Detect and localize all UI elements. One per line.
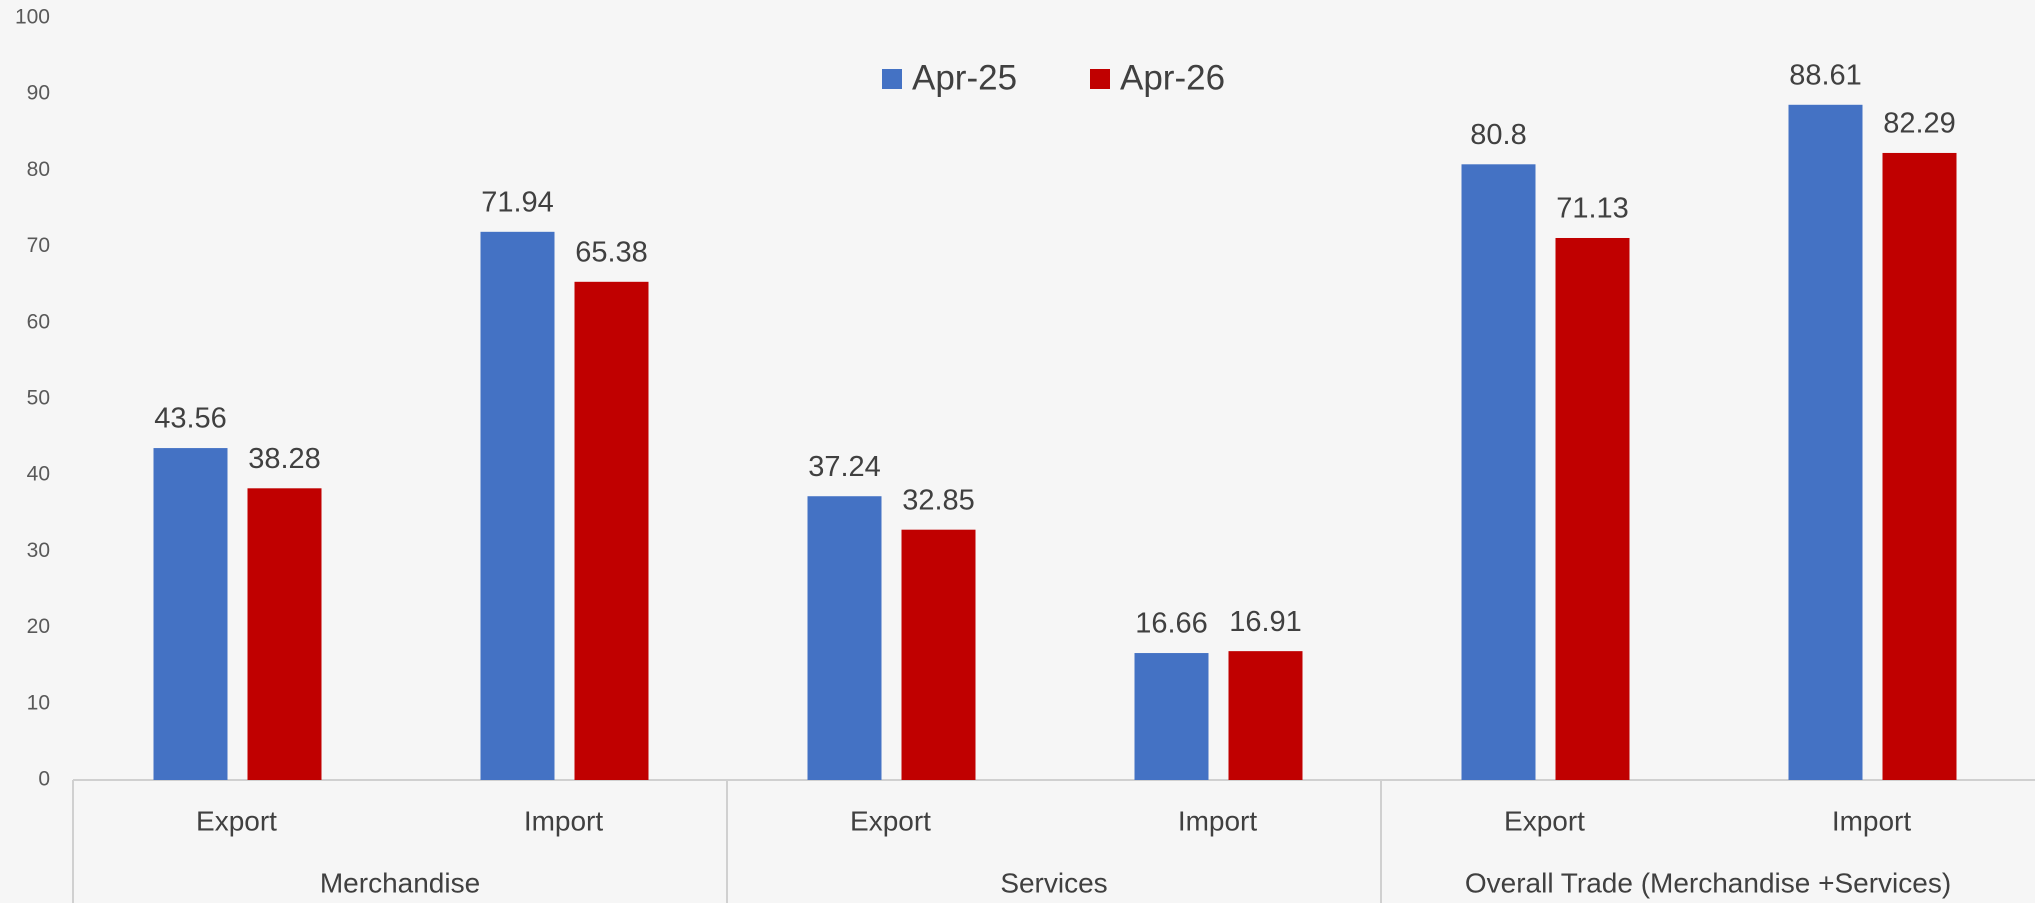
legend-swatch bbox=[882, 69, 902, 89]
y-tick-label: 50 bbox=[27, 387, 50, 410]
bar bbox=[807, 496, 882, 780]
data-label: 65.38 bbox=[575, 236, 648, 268]
legend-label: Apr-26 bbox=[1120, 58, 1225, 97]
y-tick-label: 90 bbox=[27, 82, 50, 105]
y-tick-label: 30 bbox=[27, 539, 50, 562]
bar bbox=[1882, 152, 1957, 780]
data-label: 88.61 bbox=[1789, 59, 1862, 91]
data-label: 38.28 bbox=[248, 443, 321, 475]
y-tick-label: 20 bbox=[27, 615, 50, 638]
bar bbox=[901, 529, 976, 780]
data-label: 32.85 bbox=[902, 484, 975, 516]
data-label: 16.66 bbox=[1135, 608, 1208, 640]
y-tick-label: 100 bbox=[15, 6, 50, 29]
bar bbox=[1461, 164, 1536, 780]
bar bbox=[1788, 104, 1863, 780]
x-tick-label: Export bbox=[850, 805, 931, 836]
bar bbox=[1228, 651, 1303, 780]
x-tick-label: Export bbox=[196, 805, 277, 836]
y-tick-label: 40 bbox=[27, 463, 50, 486]
group-label: Merchandise bbox=[320, 867, 480, 898]
data-label: 43.56 bbox=[154, 403, 227, 435]
x-tick-label: Import bbox=[1832, 805, 1912, 836]
legend-swatch bbox=[1090, 69, 1110, 89]
group-label: Overall Trade (Merchandise +Services) bbox=[1465, 867, 1951, 898]
data-label: 80.8 bbox=[1470, 119, 1526, 151]
bar bbox=[1134, 653, 1209, 780]
y-tick-label: 60 bbox=[27, 310, 50, 333]
x-tick-label: Import bbox=[1178, 805, 1258, 836]
data-label: 37.24 bbox=[808, 451, 881, 483]
y-tick-label: 0 bbox=[38, 768, 50, 791]
x-tick-label: Import bbox=[524, 805, 604, 836]
y-tick-label: 10 bbox=[27, 691, 50, 714]
data-label: 16.91 bbox=[1229, 606, 1302, 638]
group-label: Services bbox=[1000, 867, 1107, 898]
bar bbox=[247, 488, 322, 780]
data-label: 71.94 bbox=[481, 186, 554, 218]
bar bbox=[153, 448, 228, 780]
data-label: 71.13 bbox=[1556, 193, 1629, 225]
y-tick-label: 70 bbox=[27, 234, 50, 257]
bar bbox=[480, 231, 555, 780]
y-tick-label: 80 bbox=[27, 158, 50, 181]
legend-label: Apr-25 bbox=[912, 58, 1017, 97]
bar bbox=[1555, 237, 1630, 781]
bar bbox=[574, 281, 649, 780]
data-label: 82.29 bbox=[1883, 108, 1956, 140]
x-tick-label: Export bbox=[1504, 805, 1585, 836]
